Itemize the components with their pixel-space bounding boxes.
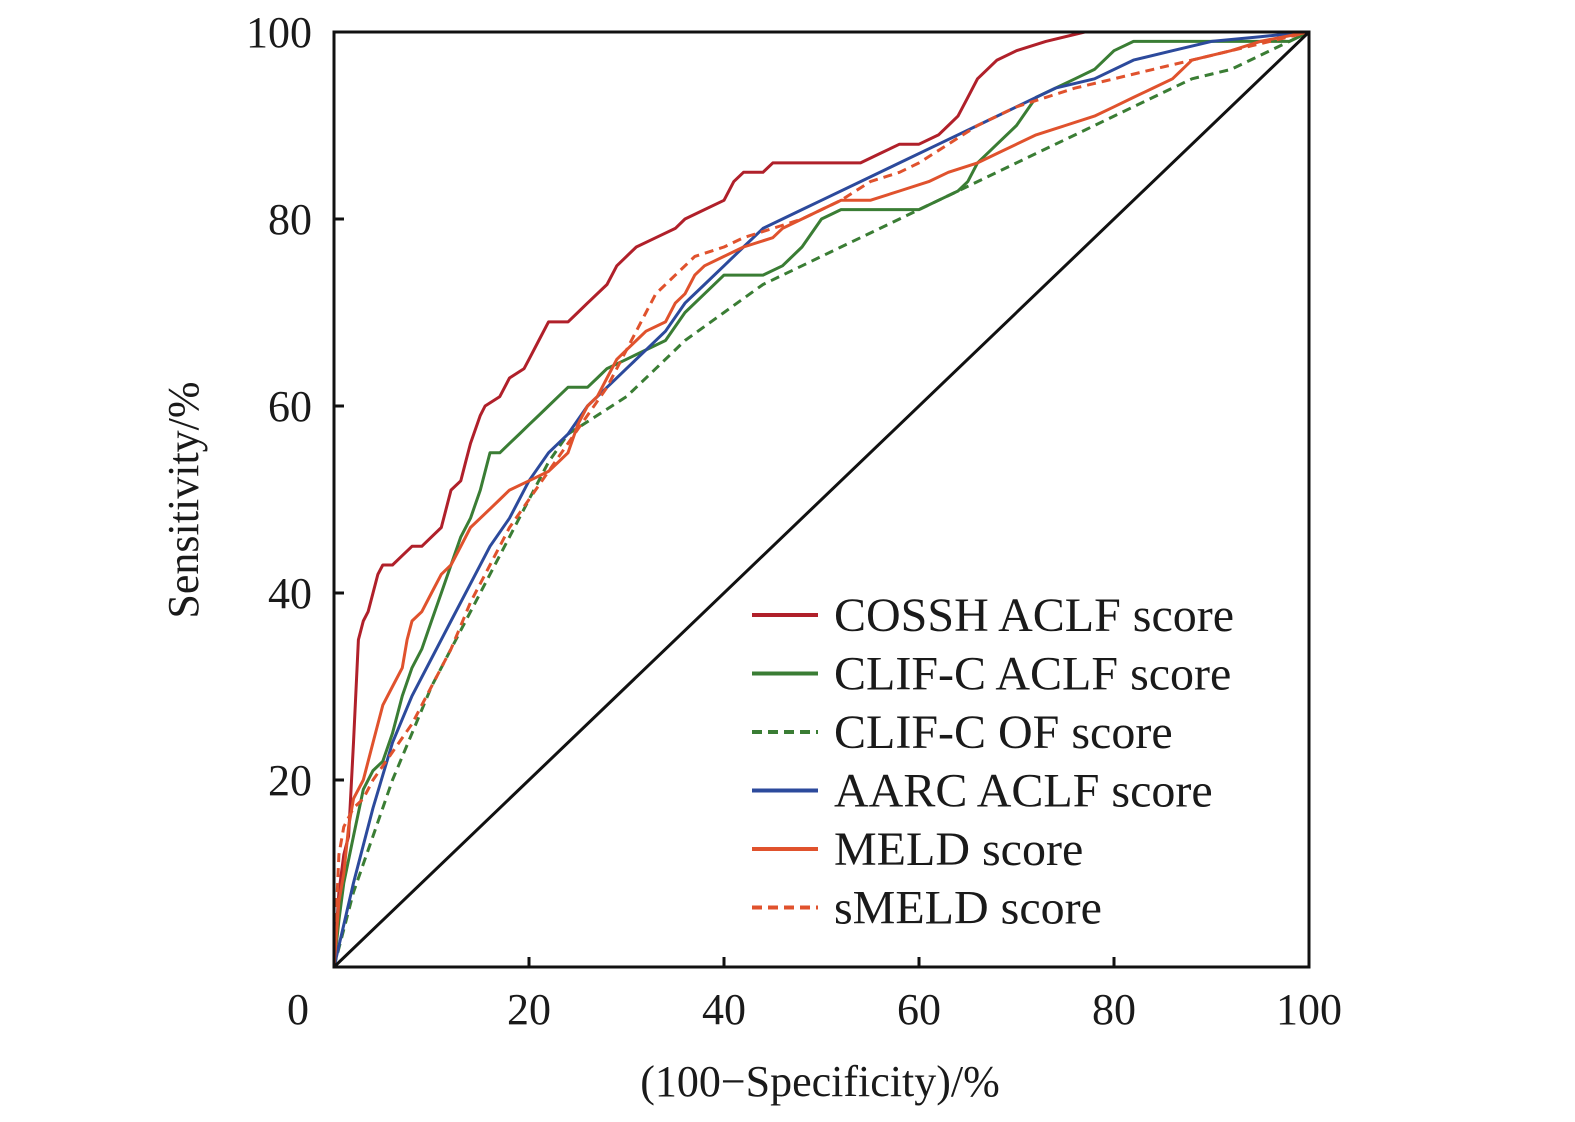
plot-frame (332, 30, 1311, 969)
legend-label-3: AARC ACLF score (834, 765, 1213, 818)
y-axis-ticks: 20 40 60 80 100 (246, 8, 344, 805)
x-tick-label: 20 (507, 985, 551, 1034)
x-tick-label: 100 (1276, 985, 1342, 1034)
legend-label-2: CLIF-C OF score (834, 706, 1173, 759)
legend-label-5: sMELD score (834, 882, 1102, 935)
x-tick-label: 0 (287, 985, 309, 1034)
x-tick-label: 60 (897, 985, 941, 1034)
reference-line-group (332, 30, 1311, 969)
y-tick-label: 40 (268, 569, 312, 618)
series-line-4 (332, 30, 1310, 968)
roc-curves (332, 30, 1310, 968)
legend: COSSH ACLF score CLIF-C ACLF scoreCLIF-C … (752, 589, 1234, 935)
series-line-1 (332, 30, 1310, 968)
legend-label-1: CLIF-C ACLF score (834, 648, 1231, 701)
y-tick-label: 80 (268, 195, 312, 244)
series-line-5 (332, 30, 1310, 968)
y-tick-label: 60 (268, 382, 312, 431)
x-axis-label: (100−Specificity)/% (640, 1057, 1000, 1106)
x-axis-ticks: 0 20 40 60 80 100 (287, 957, 1342, 1034)
reference-line (332, 30, 1311, 969)
x-tick-label: 80 (1092, 985, 1136, 1034)
series-line-0 (332, 30, 1309, 968)
x-tick-label: 40 (702, 985, 746, 1034)
series-line-3 (332, 30, 1310, 968)
y-tick-label: 100 (246, 8, 312, 57)
series-line-2 (332, 30, 1310, 968)
legend-label-4: MELD score (834, 823, 1083, 876)
legend-label-0: COSSH ACLF score (834, 589, 1234, 642)
y-axis-label: Sensitivity/% (159, 381, 208, 618)
y-tick-label: 20 (268, 756, 312, 805)
